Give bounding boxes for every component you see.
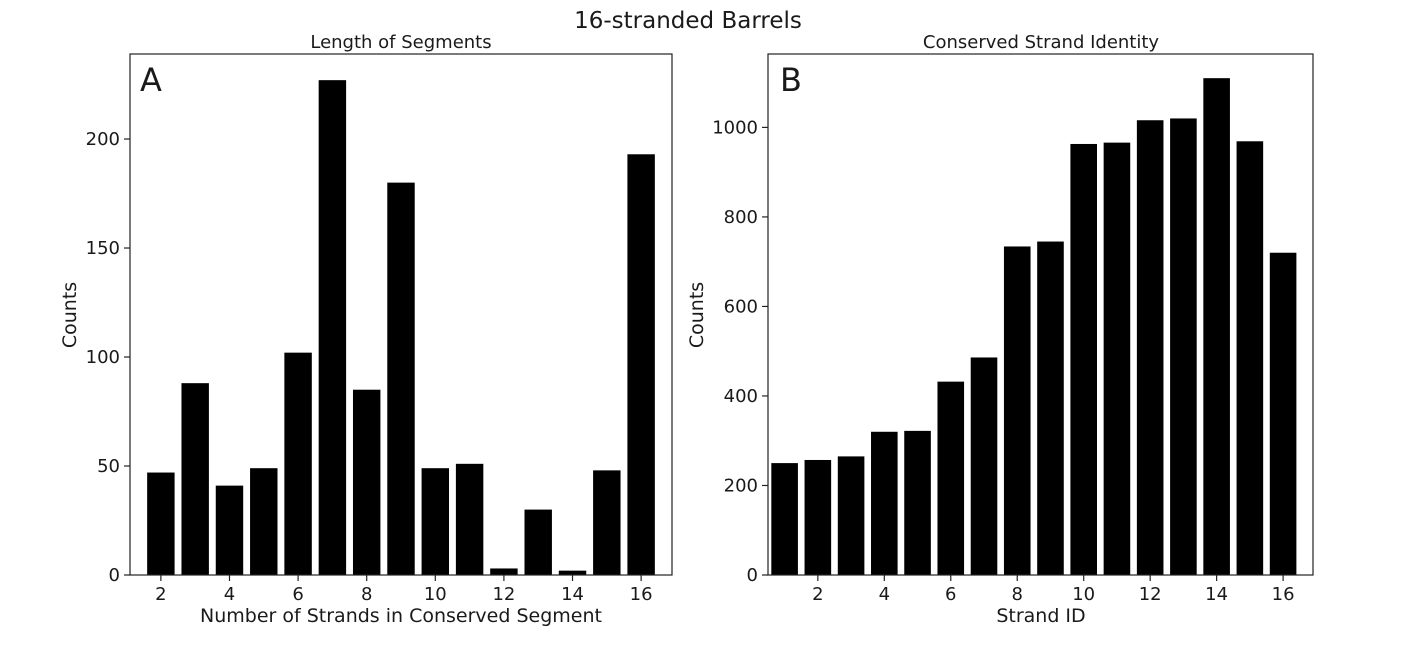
panel-b-bar-1 xyxy=(771,463,798,575)
panel-b-x-tick-label: 8 xyxy=(1012,584,1023,605)
panel-a-letter: A xyxy=(140,61,162,99)
panel-a-bar-10 xyxy=(421,468,450,575)
panel-a-y-ticks: 0 50 100 150 200 xyxy=(86,129,130,586)
panel-b-bar-8 xyxy=(1003,246,1031,575)
panel-b-bar-16 xyxy=(1269,252,1297,576)
panel-b-y-ticks: 0 200 400 600 800 1000 xyxy=(712,117,768,586)
panel-a-x-tick-label: 6 xyxy=(292,584,303,605)
panel-b-x-axis-label: Strand ID xyxy=(996,605,1085,627)
panel-a-bar-5 xyxy=(250,468,278,575)
figure-suptitle: 16-stranded Barrels xyxy=(574,8,802,34)
panel-b-bar-11 xyxy=(1103,142,1131,575)
panel-a-bar-9 xyxy=(387,182,415,575)
panel-b-frame xyxy=(767,53,1314,576)
panel-a-bar-2 xyxy=(147,472,175,575)
panel-a-length-of-segments: Length of Segments 2 4 6 8 10 12 14 16 0 50 100 15… xyxy=(59,32,673,627)
panel-a-bar-16 xyxy=(627,154,655,575)
panel-b-bar-4 xyxy=(871,431,898,575)
panel-a-y-tick-label: 200 xyxy=(86,129,120,150)
panel-b-x-tick-label: 16 xyxy=(1272,584,1295,605)
panel-b-bar-2 xyxy=(804,459,832,575)
panel-b-y-tick-label: 800 xyxy=(724,207,758,228)
panel-a-x-tick-label: 10 xyxy=(424,584,447,605)
panel-b-bar-10 xyxy=(1070,143,1097,575)
panel-a-title: Length of Segments xyxy=(310,32,491,53)
panel-a-x-axis-label: Number of Strands in Conserved Segment xyxy=(200,605,602,627)
panel-a-bar-13 xyxy=(524,509,552,575)
panel-b-y-tick-label: 200 xyxy=(724,475,758,496)
panel-a-bar-12 xyxy=(490,568,518,575)
panel-a-x-tick-label: 8 xyxy=(361,584,372,605)
panel-b-x-tick-label: 14 xyxy=(1205,584,1228,605)
panel-b-title: Conserved Strand Identity xyxy=(923,32,1160,53)
panel-b-bar-15 xyxy=(1236,141,1264,575)
panel-a-y-tick-label: 0 xyxy=(109,565,120,586)
panel-a-y-tick-label: 100 xyxy=(86,347,120,368)
panel-a-bar-3 xyxy=(181,383,209,575)
panel-b-bar-5 xyxy=(904,430,931,575)
panel-b-letter: B xyxy=(780,61,802,99)
panel-a-x-ticks: 2 4 6 8 10 12 14 16 xyxy=(155,575,653,605)
panel-b-conserved-strand-identity: Conserved Strand Identity 2 4 6 8 10 12 14 16 0… xyxy=(686,32,1314,627)
panel-a-bar-11 xyxy=(455,463,484,575)
panel-b-bar-7 xyxy=(970,357,998,575)
panel-b-x-tick-label: 4 xyxy=(879,584,890,605)
panel-a-bar-7 xyxy=(318,80,347,575)
panel-b-bar-14 xyxy=(1203,78,1230,576)
panel-b-bar-12 xyxy=(1136,120,1164,576)
panel-a-bars xyxy=(147,80,655,575)
panel-b-y-tick-label: 1000 xyxy=(712,117,758,138)
panel-b-x-ticks: 2 4 6 8 10 12 14 16 xyxy=(812,575,1295,605)
panel-a-x-tick-label: 4 xyxy=(224,584,235,605)
panel-b-y-axis-label: Counts xyxy=(686,282,708,348)
panel-a-bar-6 xyxy=(284,352,312,575)
panel-b-y-tick-label: 600 xyxy=(724,296,758,317)
panel-a-x-tick-label: 2 xyxy=(155,584,166,605)
panel-a-x-tick-label: 16 xyxy=(630,584,653,605)
panel-b-bar-6 xyxy=(937,381,965,575)
panel-b-y-tick-label: 400 xyxy=(724,386,758,407)
panel-a-bar-14 xyxy=(558,570,587,575)
panel-b-x-tick-label: 12 xyxy=(1139,584,1162,605)
panel-b-bar-9 xyxy=(1037,241,1064,576)
panel-a-x-tick-label: 14 xyxy=(561,584,584,605)
panel-a-y-tick-label: 50 xyxy=(97,456,120,477)
panel-a-bar-4 xyxy=(215,485,244,575)
panel-a-y-axis-label: Counts xyxy=(59,282,81,348)
panel-b-x-tick-label: 10 xyxy=(1072,584,1095,605)
panel-b-y-tick-label: 0 xyxy=(747,565,758,586)
panel-a-frame xyxy=(129,53,673,576)
panel-a-x-tick-label: 12 xyxy=(492,584,515,605)
panel-a-bar-15 xyxy=(593,470,621,575)
panel-b-bars xyxy=(771,78,1297,576)
panel-b-bar-3 xyxy=(837,456,865,575)
panel-a-y-tick-label: 150 xyxy=(86,238,120,259)
panel-b-x-tick-label: 2 xyxy=(812,584,823,605)
panel-b-bar-13 xyxy=(1170,118,1197,575)
panel-a-bar-8 xyxy=(352,389,381,575)
panel-b-x-tick-label: 6 xyxy=(945,584,956,605)
